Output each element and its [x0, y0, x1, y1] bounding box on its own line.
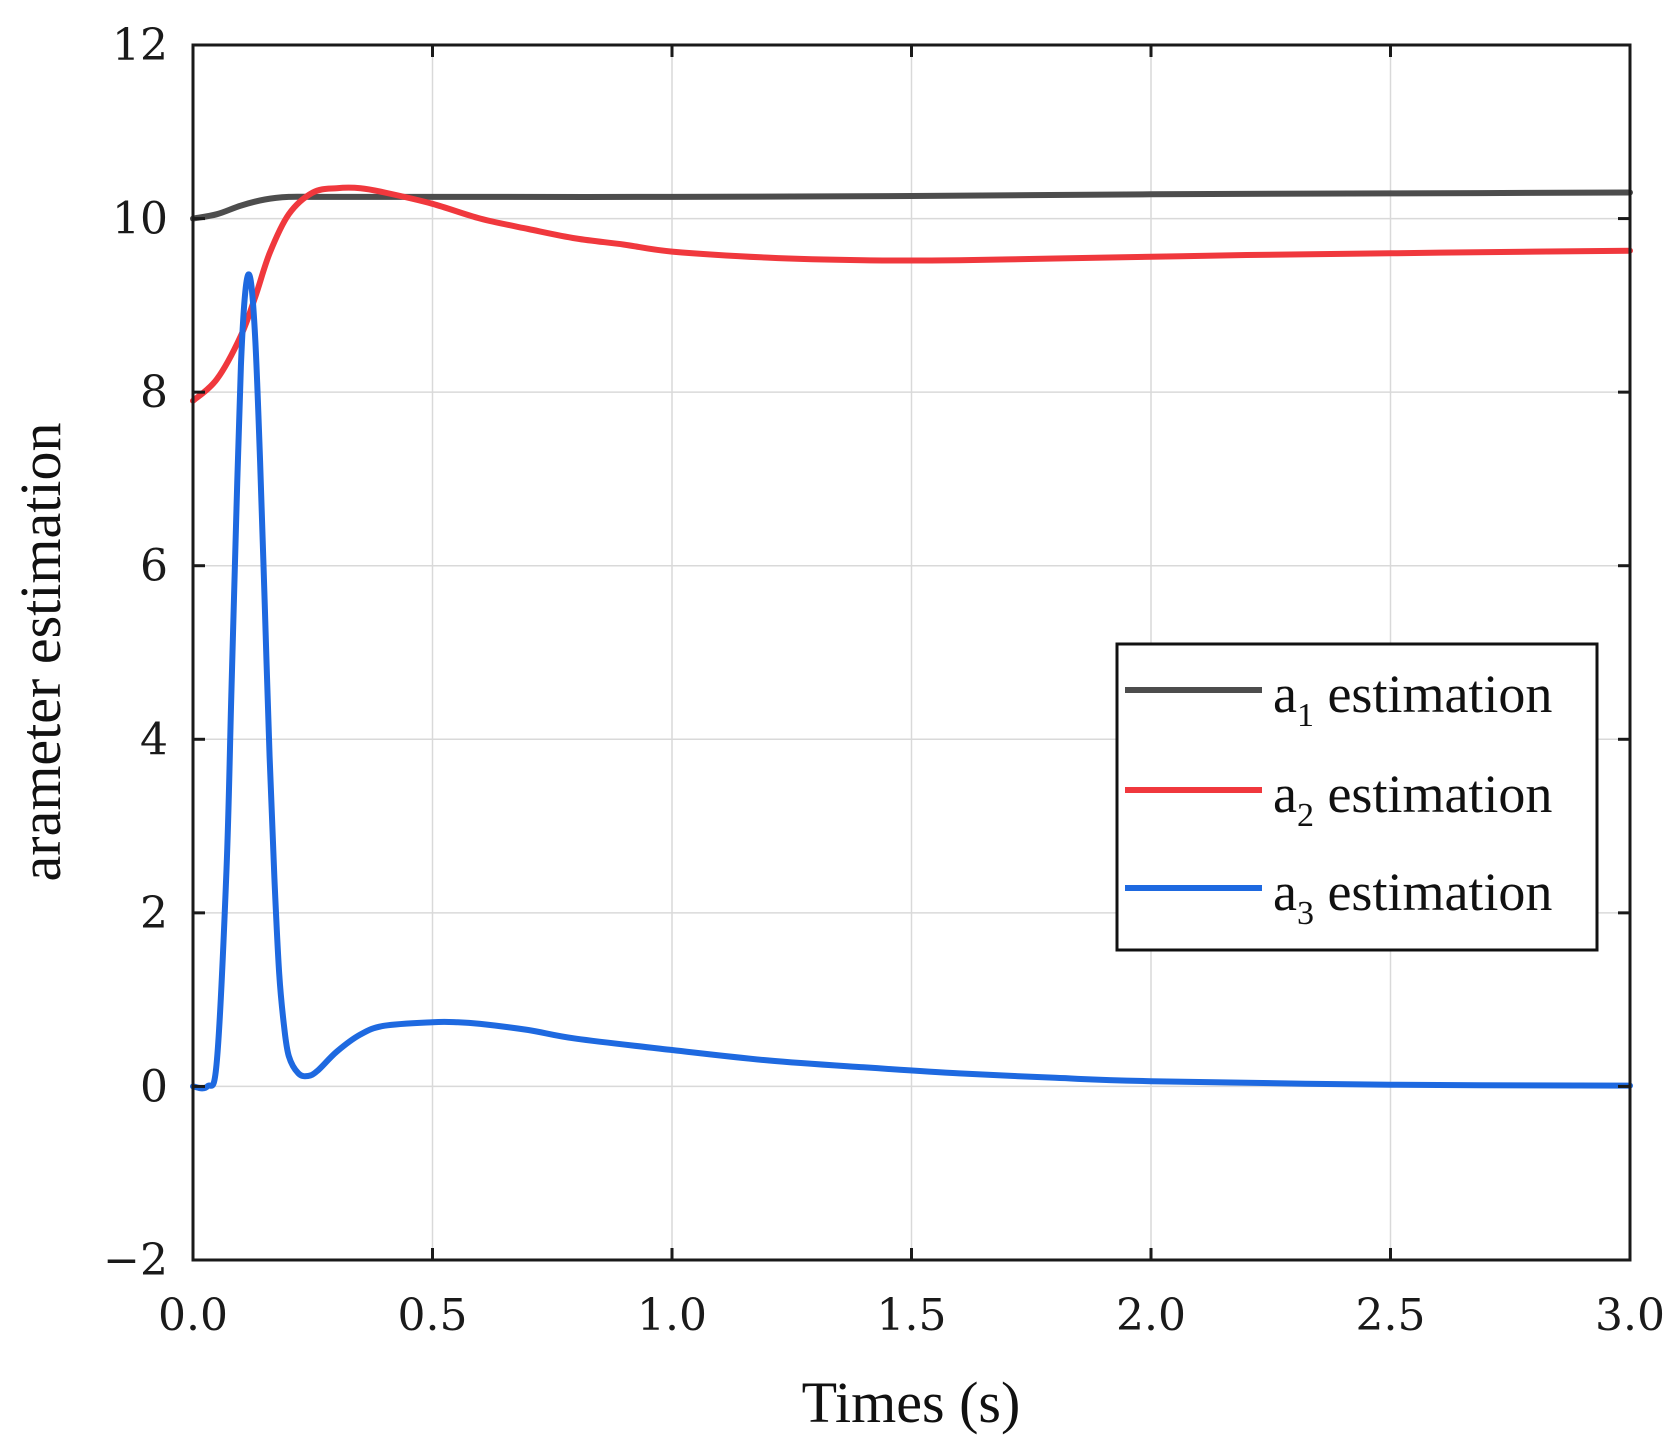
ticks [191, 43, 1632, 1262]
x-tick-label: 1.0 [637, 1290, 707, 1341]
legend-label-a3: a3 estimation [1273, 862, 1552, 932]
y-tick-label: 12 [112, 20, 168, 71]
y-tick-label: 8 [140, 367, 168, 418]
x-tick-label: 0.0 [158, 1290, 228, 1341]
y-tick-label: 2 [140, 888, 168, 939]
grid [193, 45, 1630, 1260]
series-line-a2 [190, 184, 1633, 404]
x-tick-label: 2.5 [1356, 1290, 1426, 1341]
x-tick-label: 3.0 [1595, 1290, 1665, 1341]
legend-label-a2: a2 estimation [1273, 764, 1552, 834]
series-line-a3 [190, 271, 1633, 1092]
legend: a1 estimation a2 estimation a3 estimatio… [1115, 642, 1599, 952]
x-tick-label: 0.5 [398, 1290, 468, 1341]
y-tick-label: 6 [140, 541, 168, 592]
y-tick-label: 10 [112, 194, 168, 245]
series-line-a1 [190, 189, 1633, 222]
y-tick-label: −2 [103, 1235, 168, 1286]
y-tick-label: 4 [140, 714, 168, 765]
y-axis-title: arameter estimation [8, 423, 73, 882]
series-layer [190, 184, 1633, 1092]
legend-label-a1: a1 estimation [1273, 664, 1552, 734]
x-axis-title: Times (s) [802, 1370, 1021, 1435]
y-tick-label: 0 [140, 1061, 168, 1112]
x-tick-label: 1.5 [877, 1290, 947, 1341]
x-tick-label: 2.0 [1116, 1290, 1186, 1341]
tick-labels: 0.0 0.5 1.0 1.5 2.0 2.5 3.0 −2 0 2 4 6 8 10 12 [103, 20, 1665, 1341]
legend-box [1115, 642, 1599, 952]
